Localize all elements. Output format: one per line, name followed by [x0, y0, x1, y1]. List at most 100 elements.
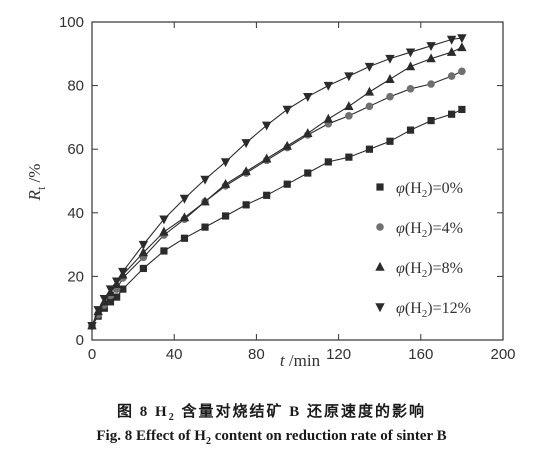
data-point — [386, 137, 394, 145]
data-point — [242, 201, 250, 209]
data-point — [179, 194, 190, 204]
y-axis-label: Rt /% — [25, 164, 48, 202]
data-point — [457, 34, 467, 44]
data-point — [458, 105, 466, 114]
data-point — [200, 196, 210, 206]
data-point — [427, 80, 435, 88]
series-line — [91, 70, 463, 326]
x-tick-label: 40 — [166, 346, 183, 363]
data-point — [446, 35, 457, 45]
series-layer — [87, 34, 467, 331]
data-point — [323, 81, 334, 91]
data-point — [93, 306, 103, 315]
y-tick-label: 60 — [67, 141, 84, 158]
data-point — [364, 62, 375, 72]
data-point — [406, 126, 415, 134]
x-tick-label: 120 — [326, 346, 351, 363]
data-point — [138, 247, 149, 257]
x-tick-label: 0 — [88, 346, 96, 363]
data-point — [446, 47, 457, 56]
data-point — [304, 169, 312, 177]
x-tick-label: 160 — [408, 346, 433, 363]
data-point — [385, 54, 395, 64]
x-axis-label: t /min — [280, 351, 321, 370]
series-1 — [88, 67, 466, 330]
legend-label: φ(H2)=4% — [396, 220, 463, 240]
data-point — [106, 298, 115, 306]
y-tick-label: 20 — [67, 268, 84, 285]
data-point — [448, 110, 456, 118]
legend-marker — [375, 303, 385, 313]
data-point — [303, 128, 313, 137]
data-point — [365, 145, 374, 153]
data-point — [283, 180, 291, 188]
data-point — [406, 84, 415, 93]
legend-marker — [375, 261, 385, 271]
legend-marker — [376, 223, 384, 231]
data-point — [138, 240, 149, 250]
series-line — [91, 108, 463, 326]
data-point — [405, 48, 416, 58]
figure-caption-english: Fig. 8 Effect of H2 content on reduction… — [96, 428, 447, 447]
data-point — [364, 86, 375, 96]
data-point — [119, 285, 127, 293]
data-point — [344, 72, 354, 82]
data-point — [200, 175, 210, 185]
data-point — [105, 285, 116, 295]
data-point — [345, 112, 353, 120]
data-point — [221, 212, 230, 220]
data-point — [113, 293, 121, 301]
data-point — [87, 321, 97, 331]
data-point — [426, 42, 436, 52]
legend-label: φ(H2)=12% — [396, 300, 471, 320]
data-point — [345, 153, 353, 161]
data-point — [324, 158, 332, 166]
x-tick-label: 80 — [248, 346, 265, 363]
data-point — [220, 158, 231, 168]
y-tick-label: 40 — [67, 205, 84, 222]
plot-frame — [91, 21, 504, 341]
y-tick-label: 100 — [59, 14, 84, 31]
data-point — [447, 72, 456, 80]
data-point — [180, 234, 189, 242]
data-point — [160, 247, 168, 255]
data-point — [241, 166, 251, 176]
data-point — [427, 116, 435, 125]
data-point — [457, 42, 467, 52]
data-point — [405, 61, 416, 71]
data-point — [282, 140, 292, 150]
data-point — [159, 215, 169, 225]
data-point — [263, 191, 271, 199]
x-tick-label: 200 — [490, 346, 515, 363]
axes: 0 40 80 120 160 200 0 20 40 60 80 100 — [59, 14, 516, 363]
data-point — [282, 105, 292, 115]
data-point — [458, 67, 466, 76]
series-3 — [87, 34, 467, 331]
data-point — [159, 226, 169, 236]
data-point — [179, 212, 190, 222]
series-0 — [88, 105, 466, 330]
legend-label: φ(H2)=8% — [396, 260, 463, 280]
legend-marker — [376, 183, 384, 191]
figure-caption-chinese: 图 8 H2 含量对烧结矿 B 还原速度的影响 — [117, 404, 426, 423]
data-point — [139, 264, 147, 273]
data-point — [261, 153, 272, 163]
data-point — [386, 92, 394, 101]
data-point — [118, 267, 128, 277]
data-point — [323, 113, 334, 123]
legend-label: φ(H2)=0% — [396, 180, 463, 200]
data-point — [365, 102, 374, 111]
data-point — [220, 178, 231, 188]
data-point — [241, 139, 251, 149]
data-point — [99, 294, 110, 304]
y-tick-label: 0 — [76, 332, 84, 349]
data-point — [261, 121, 272, 131]
data-point — [303, 93, 313, 102]
data-point — [344, 101, 354, 110]
data-point — [385, 74, 395, 83]
data-point — [111, 277, 122, 287]
y-tick-label: 80 — [67, 78, 84, 95]
legend: φ(H2)=0% φ(H2)=4% φ(H2)=8% φ(H2)=12% — [375, 180, 471, 320]
